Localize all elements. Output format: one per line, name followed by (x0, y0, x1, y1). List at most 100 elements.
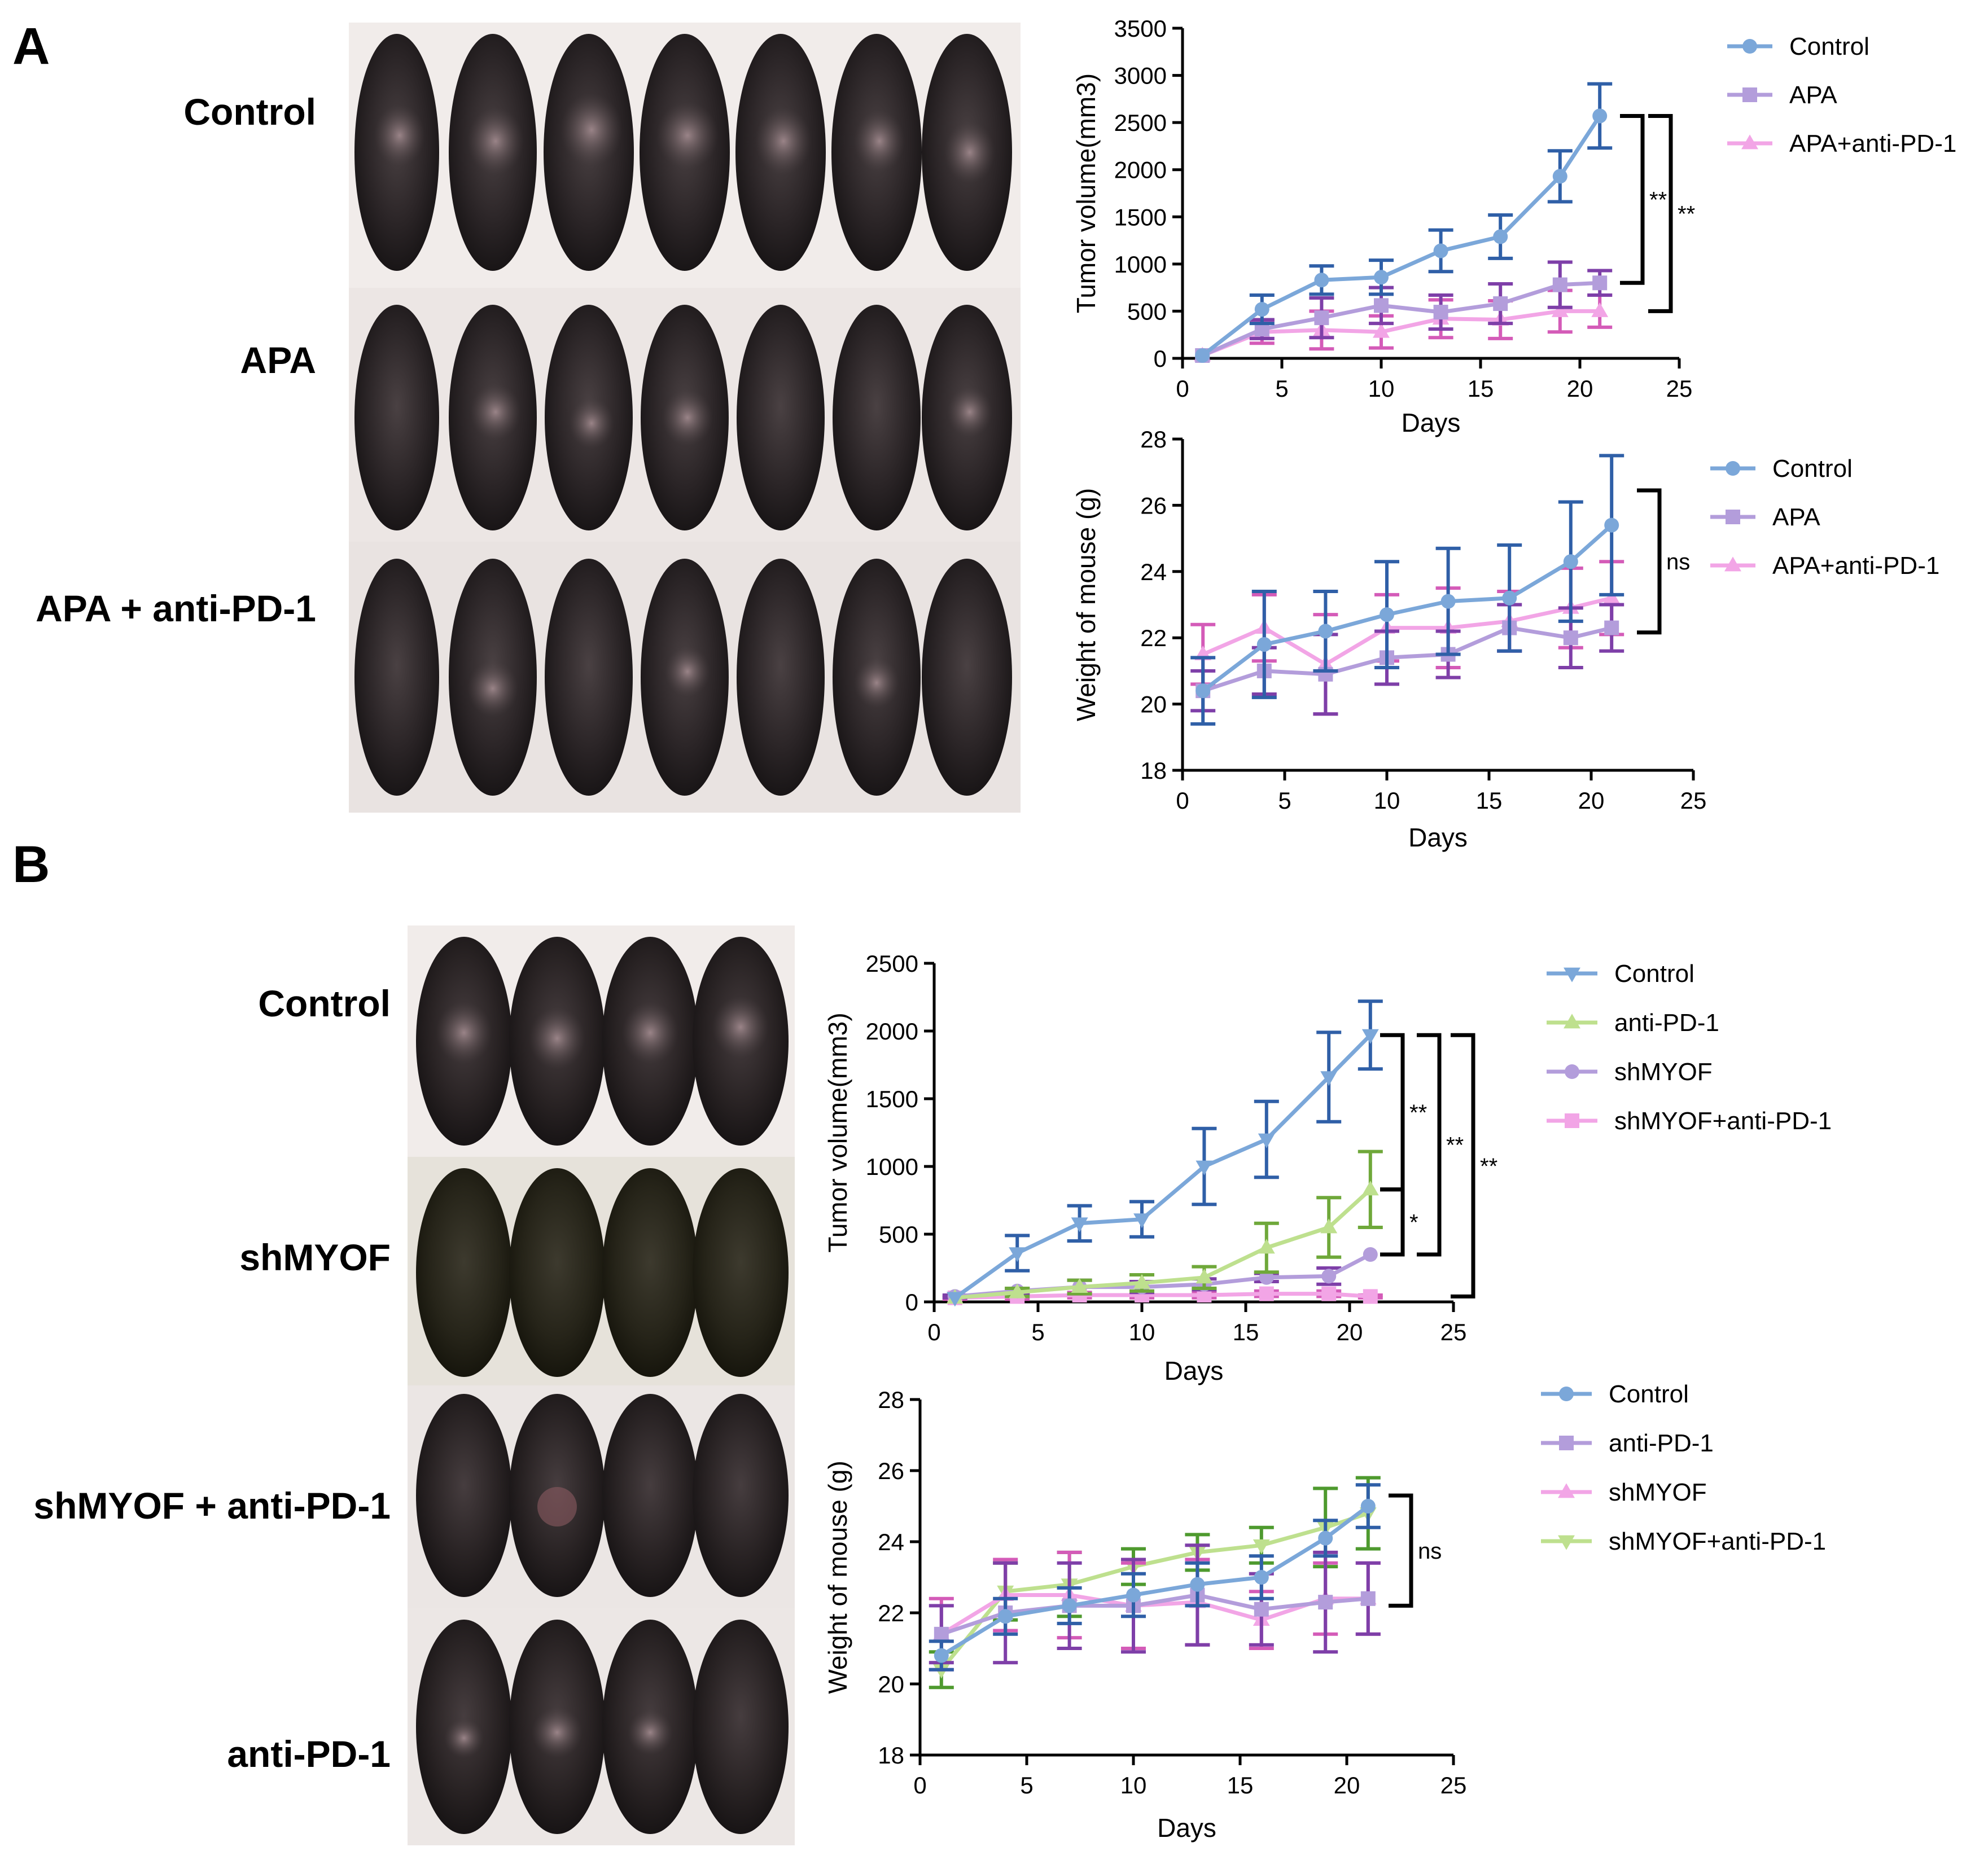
x-tick-label: 20 (1334, 1772, 1360, 1798)
y-axis-title: Weight of mouse (g) (1071, 488, 1101, 721)
legend-label: Control (1772, 455, 1853, 482)
axes: 0 5 10 15 20 25 0 500 1000 1500 2000 2500 3000 3500 (1114, 15, 1693, 402)
bracket-line (1451, 1033, 1475, 1299)
data-point (1493, 229, 1508, 244)
data-point (1320, 1071, 1338, 1086)
data-point (1493, 296, 1508, 312)
legend-marker (1741, 134, 1758, 150)
significance-label: ** (1649, 187, 1667, 212)
y-tick-label: 500 (879, 1221, 918, 1248)
significance-label: ** (1409, 1100, 1427, 1125)
y-tick-label: 2500 (866, 950, 918, 977)
bracket-line (1389, 1493, 1413, 1608)
x-tick-label: 15 (1476, 787, 1503, 814)
data-point (1314, 273, 1329, 288)
legend-marker (1726, 461, 1740, 476)
bracket-line (1417, 1033, 1442, 1257)
y-tick-label: 1000 (866, 1153, 918, 1180)
axes: 0 5 10 15 20 25 0 500 1000 1500 2000 2500 (866, 950, 1467, 1345)
data-point (1374, 298, 1389, 313)
legend-marker (1559, 1436, 1574, 1450)
significance-bracket: * (1380, 1187, 1418, 1257)
x-tick-label: 25 (1680, 787, 1707, 814)
y-axis-title: Tumor volume(mm3) (1071, 73, 1101, 313)
bracket-line (1380, 1187, 1405, 1257)
legend-label: APA (1789, 81, 1837, 109)
data-point (1314, 310, 1329, 326)
y-tick-label: 3000 (1114, 63, 1167, 89)
significance-bracket: ** (1380, 1033, 1427, 1192)
series-line (940, 1593, 1369, 1637)
legend-label: shMYOF (1614, 1058, 1713, 1086)
significance-bracket: ** (1648, 113, 1695, 313)
chart-a-tumor-volume: 0 5 10 15 20 25 0 500 1000 1500 2000 2500 3000 3500 Da… (1071, 15, 1956, 437)
data-point (1604, 517, 1619, 533)
data-point (1259, 1270, 1274, 1285)
legend-marker (1564, 1014, 1580, 1029)
data-point (1254, 1570, 1269, 1585)
x-tick-label: 20 (1567, 375, 1593, 402)
panel-b-row-control: Control (258, 982, 391, 1024)
panel-a-mouse-photo (349, 23, 1021, 813)
bracket-line (1620, 113, 1645, 285)
data-point (1258, 1133, 1275, 1148)
data-point (1563, 554, 1578, 569)
x-tick-label: 0 (1176, 787, 1189, 814)
y-tick-label: 3500 (1114, 15, 1167, 42)
x-tick-label: 10 (1120, 1772, 1147, 1798)
legend-label: APA+anti-PD-1 (1772, 552, 1939, 580)
y-tick-label: 26 (878, 1458, 904, 1484)
data-point (1071, 1217, 1088, 1232)
significance-bracket: ** (1620, 113, 1667, 285)
y-tick-label: 500 (1127, 298, 1167, 324)
series-control (1195, 82, 1613, 363)
y-tick-label: 1500 (866, 1086, 918, 1112)
data-point (1253, 1539, 1270, 1554)
y-tick-label: 20 (878, 1671, 904, 1697)
series-control (929, 1483, 1381, 1672)
series-control (1190, 454, 1624, 726)
y-tick-label: 0 (905, 1289, 918, 1315)
bracket-line (1637, 488, 1662, 635)
legend-label: Control (1789, 33, 1869, 60)
x-tick-label: 10 (1368, 375, 1395, 402)
data-point (1360, 1499, 1376, 1514)
data-point (1196, 683, 1211, 699)
significance-bracket: ns (1389, 1493, 1442, 1608)
data-point (1318, 1530, 1333, 1546)
x-tick-label: 10 (1374, 787, 1400, 814)
x-tick-label: 20 (1578, 787, 1605, 814)
x-tick-label: 25 (1440, 1772, 1467, 1798)
y-tick-label: 24 (1140, 559, 1167, 585)
y-tick-label: 28 (878, 1387, 904, 1413)
data-point (1552, 277, 1567, 292)
data-point (934, 1648, 949, 1663)
significance-label: ns (1666, 550, 1690, 574)
data-point (1361, 1181, 1379, 1196)
significance-label: ns (1418, 1539, 1442, 1564)
x-axis-title: Days (1408, 823, 1468, 852)
legend-marker (1724, 556, 1741, 572)
data-point (1604, 620, 1619, 635)
x-tick-label: 5 (1278, 787, 1291, 814)
series-line (940, 1511, 1369, 1672)
panel-b-row-anti-pd1: anti-PD-1 (227, 1733, 391, 1775)
data-point (1591, 302, 1609, 317)
x-axis-title: Days (1164, 1356, 1224, 1385)
legend-label: APA (1772, 503, 1820, 531)
data-point (1592, 108, 1608, 124)
x-tick-label: 10 (1129, 1319, 1155, 1345)
series-control (946, 999, 1383, 1307)
x-tick-label: 20 (1337, 1319, 1363, 1345)
series-line (1202, 626, 1613, 693)
y-tick-label: 2500 (1114, 109, 1167, 136)
series-apa (1195, 260, 1613, 363)
y-tick-label: 18 (1140, 757, 1167, 784)
legend-label: anti-PD-1 (1614, 1009, 1719, 1037)
y-tick-label: 2000 (866, 1018, 918, 1045)
x-tick-label: 25 (1440, 1319, 1467, 1345)
y-tick-label: 1500 (1114, 204, 1167, 230)
x-axis-title: Days (1157, 1813, 1216, 1843)
significance-label: ** (1480, 1154, 1497, 1179)
x-tick-label: 15 (1468, 375, 1494, 402)
